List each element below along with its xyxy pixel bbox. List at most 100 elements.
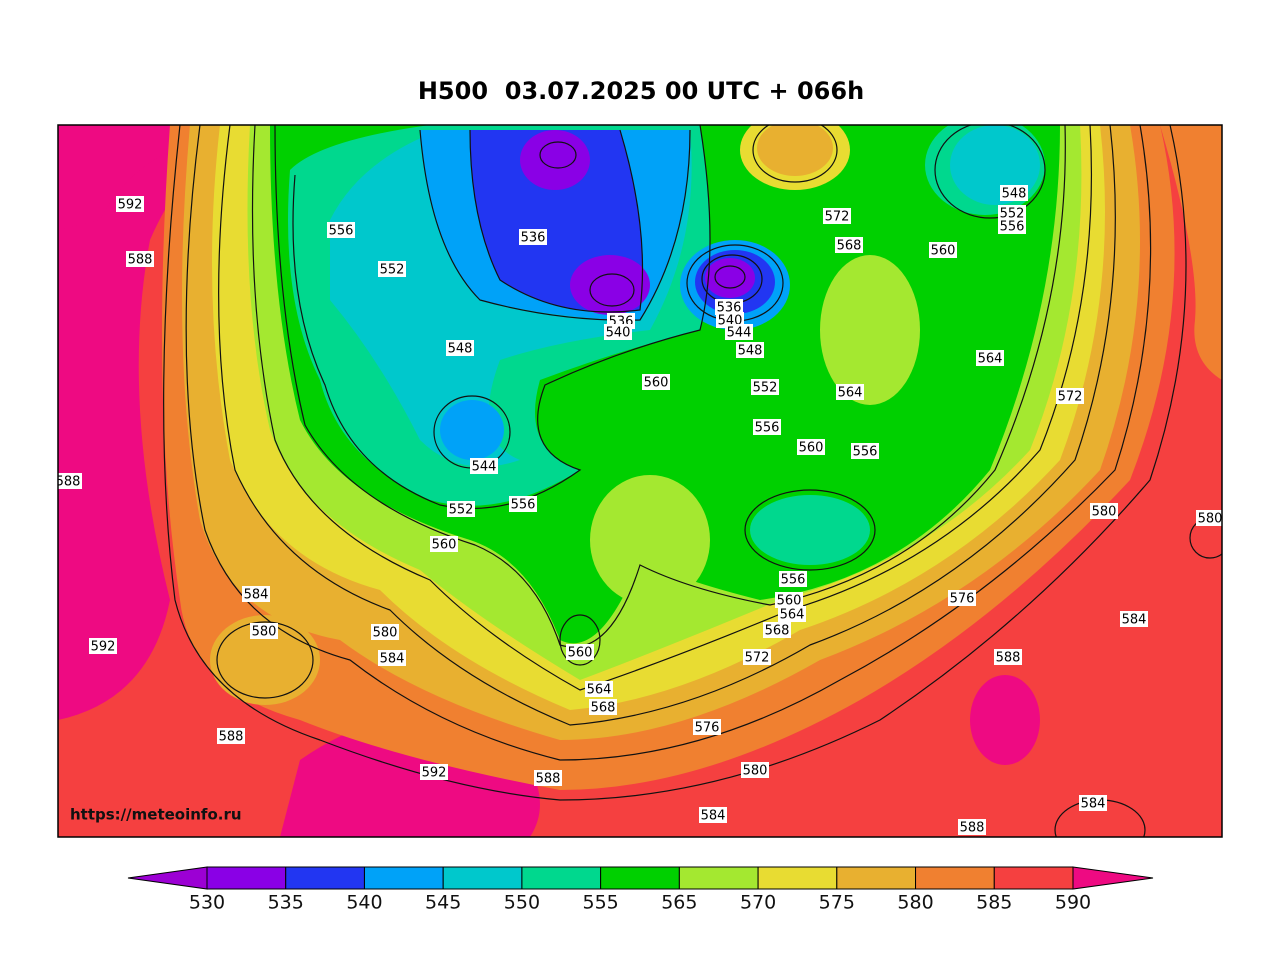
contour-label: 552: [380, 263, 405, 278]
contour-label: 584: [380, 652, 405, 667]
label-background: [519, 229, 547, 245]
contour-label: 556: [511, 498, 536, 513]
label-background: [1196, 510, 1222, 526]
colorbar-segment: [442, 866, 523, 890]
label-background: [736, 342, 764, 358]
watermark: https://meteoinfo.ru: [70, 806, 242, 824]
label-background: [217, 728, 245, 744]
map-frame: [57, 124, 1223, 838]
label-background: [589, 699, 617, 715]
label-background: [998, 218, 1026, 234]
contour-label: 588: [219, 730, 244, 745]
contour-label: 588: [56, 475, 81, 490]
label-background: [58, 473, 82, 489]
label-background: [741, 762, 769, 778]
label-background: [89, 638, 117, 654]
contour-label: 552: [753, 381, 778, 396]
contour-label: 572: [825, 210, 850, 225]
contour-label: 560: [432, 538, 457, 553]
label-background: [751, 379, 779, 395]
map-title: H500 03.07.2025 00 UTC + 066h: [418, 77, 864, 105]
label-background: [585, 681, 613, 697]
label-background: [250, 623, 278, 639]
label-background: [715, 299, 743, 315]
label-background: [958, 819, 986, 835]
height-field: 5925885565525365365405365405445485725685…: [56, 125, 1223, 837]
contour-label: 576: [695, 721, 720, 736]
label-background: [775, 592, 803, 608]
contour-label: 568: [837, 239, 862, 254]
label-background: [604, 324, 632, 340]
contour-label: 580: [1092, 505, 1117, 520]
label-background: [420, 764, 448, 780]
label-background: [327, 222, 355, 238]
label-background: [126, 251, 154, 267]
colorbar-tick-label: 535: [268, 892, 304, 914]
label-background: [1079, 795, 1107, 811]
label-background: [743, 649, 771, 665]
contour-label: 556: [755, 421, 780, 436]
contour-label: 556: [329, 224, 354, 239]
label-background: [371, 624, 399, 640]
label-background: [242, 586, 270, 602]
label-background: [509, 496, 537, 512]
label-background: [823, 208, 851, 224]
contour-label: 576: [950, 592, 975, 607]
contour-label: 544: [472, 460, 497, 475]
label-background: [378, 261, 406, 277]
label-background: [725, 324, 753, 340]
label-background: [753, 419, 781, 435]
contour-label: 584: [701, 809, 726, 824]
contour-label: 588: [128, 253, 153, 268]
colorbar-segment: [600, 866, 680, 890]
contour-label: 580: [743, 764, 768, 779]
label-background: [470, 458, 498, 474]
label-background: [994, 649, 1022, 665]
contour-label: 588: [536, 772, 561, 787]
contour-label: 584: [1081, 797, 1106, 812]
contour-label: 552: [1000, 207, 1025, 222]
contour-label: 552: [449, 503, 474, 518]
label-background: [779, 571, 807, 587]
label-background: [116, 196, 144, 212]
colorbar-segment: [757, 866, 838, 890]
label-background: [642, 374, 670, 390]
label-background: [851, 443, 879, 459]
contour-label: 580: [1198, 512, 1223, 527]
contour-label: 564: [838, 386, 863, 401]
contour-label: 548: [1002, 187, 1027, 202]
contour-label: 584: [244, 588, 269, 603]
colorbar-segment: [521, 866, 602, 890]
contour-label: 560: [777, 594, 802, 609]
colorbar-tick-label: 590: [1055, 892, 1091, 914]
contour-label: 536: [521, 231, 546, 246]
label-background: [836, 384, 864, 400]
label-background: [1000, 185, 1028, 201]
colorbar-segment: [836, 866, 917, 890]
contour-label: 584: [1122, 613, 1147, 628]
contour-label: 540: [606, 326, 631, 341]
contour-label: 588: [960, 821, 985, 836]
colorbar-tick-label: 565: [661, 892, 697, 914]
contour-labels: 5925885565525365365405365405445485725685…: [56, 185, 1223, 836]
label-background: [929, 242, 957, 258]
colorbar-segment: [915, 866, 995, 890]
label-background: [566, 644, 594, 660]
colorbar-tick-label: 530: [189, 892, 225, 914]
colorbar-tick-label: 585: [976, 892, 1012, 914]
label-background: [693, 719, 721, 735]
contour-label: 572: [1058, 390, 1083, 405]
colorbar: 530 535 540 545 550 555 565 570 575 580 585 590: [127, 866, 1154, 914]
label-background: [797, 439, 825, 455]
colorbar-segment: [678, 866, 759, 890]
colorbar-segment: [206, 866, 287, 890]
colorbar-tick-label: 555: [583, 892, 619, 914]
label-background: [976, 350, 1004, 366]
label-background: [1056, 388, 1084, 404]
contour-label: 592: [91, 640, 116, 655]
contour-label: 564: [978, 352, 1003, 367]
colorbar-tick-label: 575: [819, 892, 855, 914]
contour-label: 560: [644, 376, 669, 391]
